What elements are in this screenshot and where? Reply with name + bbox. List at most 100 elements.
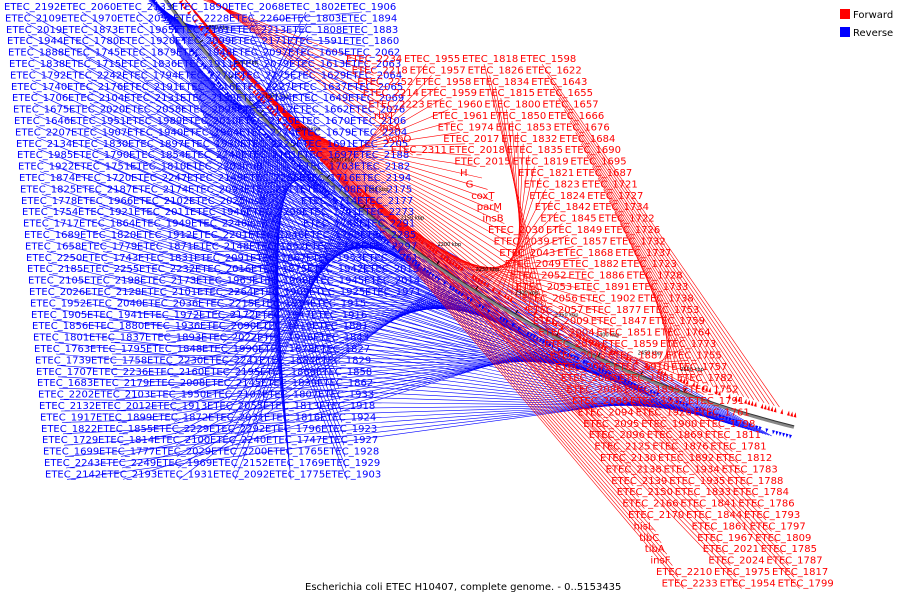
reverse-feature-label: ETEC_1923 — [321, 424, 377, 435]
reverse-feature-label: ETEC_2133 — [116, 2, 172, 13]
forward-feature-label: ETEC_1868 — [557, 248, 613, 259]
reverse-gene-arrow — [570, 354, 574, 359]
reverse-feature-label: ETEC_2225 — [240, 139, 296, 150]
reverse-feature-label: ETEC_1893 — [145, 333, 201, 344]
forward-leader-line — [620, 223, 709, 386]
reverse-feature-label: ETEC_1950 — [150, 390, 206, 401]
forward-gene-arrow — [685, 379, 689, 385]
reverse-feature-label: ETEC_2243 — [44, 458, 100, 469]
reverse-gene-arrow — [640, 385, 644, 390]
forward-feature-label: ETEC_2039 — [494, 236, 550, 247]
reverse-gene-arrow — [466, 296, 470, 301]
forward-gene-arrow — [780, 408, 783, 415]
reverse-gene-arrow — [772, 430, 776, 435]
reverse-feature-label: ETEC_1649 — [292, 93, 348, 104]
reverse-feature-label: ETEC_1740 — [11, 82, 67, 93]
forward-gene-arrow — [247, 84, 253, 90]
tick-mark — [326, 174, 331, 179]
forward-gene-arrow — [304, 143, 309, 148]
tick-label: 2000 kbp — [297, 126, 321, 132]
feature-arrows — [152, 0, 797, 439]
reverse-feature-label: ETEC_1706 — [12, 93, 68, 104]
forward-feature-label: ETEC_1892 — [658, 453, 714, 464]
reverse-leader-line — [256, 132, 289, 446]
reverse-feature-label: ETEC_1872 — [152, 412, 208, 423]
tick-mark — [597, 352, 601, 357]
forward-gene-arrow — [628, 356, 632, 362]
forward-gene-arrow — [459, 266, 464, 272]
forward-gene-arrow — [445, 256, 450, 262]
reverse-leader-line — [207, 171, 403, 260]
forward-leader-line — [566, 325, 784, 555]
reverse-leader-line — [231, 216, 348, 446]
reverse-leader-line — [61, 403, 672, 423]
reverse-feature-label: ETEC_1944 — [7, 36, 63, 47]
forward-gene-arrow — [612, 349, 616, 356]
forward-feature-label: ETEC_1958 — [415, 77, 471, 88]
reverse-leader-line — [176, 287, 444, 457]
reverse-feature-label: ETEC_2291 — [359, 219, 415, 230]
reverse-leader-line — [62, 402, 669, 435]
forward-gene-arrow — [261, 99, 266, 105]
reverse-feature-label: ETEC_2102 — [133, 196, 189, 207]
forward-gene-arrow — [701, 385, 705, 391]
reverse-feature-label: ETEC_1888 — [8, 48, 64, 59]
reverse-gene-arrow — [158, 6, 162, 11]
reverse-gene-arrow — [152, 0, 156, 2]
reverse-feature-label: ETEC_2227 — [235, 82, 291, 93]
reverse-feature-label: ETEC_1658 — [25, 241, 81, 252]
reverse-leader-line — [42, 205, 724, 423]
forward-feature-label: ETEC_2004 — [538, 328, 594, 339]
reverse-feature-label: ETEC_2242 — [66, 70, 122, 81]
reverse-feature-label: ETEC_1952 — [30, 298, 86, 309]
forward-gene-arrow — [692, 381, 695, 387]
reverse-feature-label: ETEC_1827 — [314, 344, 370, 355]
reverse-feature-label: ETEC_1949 — [135, 219, 191, 230]
reverse-leader-line — [102, 251, 598, 374]
forward-feature-label: ETEC_1727 — [587, 191, 643, 202]
forward-gene-arrow — [793, 412, 797, 418]
reverse-feature-label: ETEC_2201 — [192, 230, 248, 241]
reverse-feature-label: ETEC_2200 — [211, 447, 267, 458]
forward-gene-arrow — [390, 216, 395, 222]
legend-reverse-label: Reverse — [853, 28, 893, 39]
forward-feature-label: ETEC_1598 — [520, 54, 576, 65]
reverse-gene-arrow — [428, 271, 433, 276]
reverse-leader-line — [189, 54, 338, 366]
reverse-feature-label: ETEC_2064 — [346, 70, 402, 81]
reverse-leader-line — [150, 2, 374, 138]
forward-gene-arrow — [412, 233, 416, 239]
forward-gene-arrow — [477, 277, 481, 283]
forward-gene-arrow — [358, 190, 363, 196]
reverse-gene-arrow — [779, 431, 782, 437]
forward-gene-arrow — [644, 363, 647, 369]
forward-feature-label: ETEC_1817 — [772, 567, 828, 578]
reverse-feature-label: ETEC_1830 — [72, 139, 128, 150]
forward-gene-arrow — [355, 188, 360, 194]
forward-gene-arrow — [773, 407, 777, 413]
forward-feature-label: ETEC_2150 — [617, 487, 673, 498]
reverse-leader-line — [100, 228, 604, 377]
reverse-feature-label: ETEC_1707 — [36, 367, 92, 378]
forward-gene-arrow — [448, 258, 452, 264]
reverse-feature-label: ETEC_1918 — [319, 401, 375, 412]
kbp-ticks: 2500 kbp 2450 kbp 2400 kbp 2350 kbp 2300 kbp… — [171, 2, 704, 392]
reverse-gene-arrow — [234, 101, 239, 106]
tick-label: 2450 kbp — [638, 351, 662, 357]
forward-gene-arrow — [266, 104, 271, 110]
map-caption: Escherichia coli ETEC H10407, complete g… — [305, 582, 621, 593]
reverse-feature-label: ETEC_2019 — [6, 25, 62, 36]
reverse-feature-label: ETEC_1897 — [128, 139, 184, 150]
forward-leader-line — [586, 155, 739, 396]
forward-gene-arrow — [578, 333, 582, 340]
forward-gene-arrow — [187, 10, 192, 16]
forward-gene-arrow — [366, 197, 371, 203]
forward-leader-line — [426, 239, 636, 373]
forward-gene-arrow — [482, 280, 487, 287]
reverse-feature-label: ETEC_1971 — [365, 287, 421, 298]
reverse-feature-label: ETEC_2187 — [76, 184, 132, 195]
reverse-feature-label: ETEC_2292 — [209, 424, 265, 435]
forward-feature-label: ETEC_1861 — [692, 521, 748, 532]
reverse-feature-label: ETEC_2247 — [131, 173, 187, 184]
forward-gene-arrow — [218, 50, 224, 56]
